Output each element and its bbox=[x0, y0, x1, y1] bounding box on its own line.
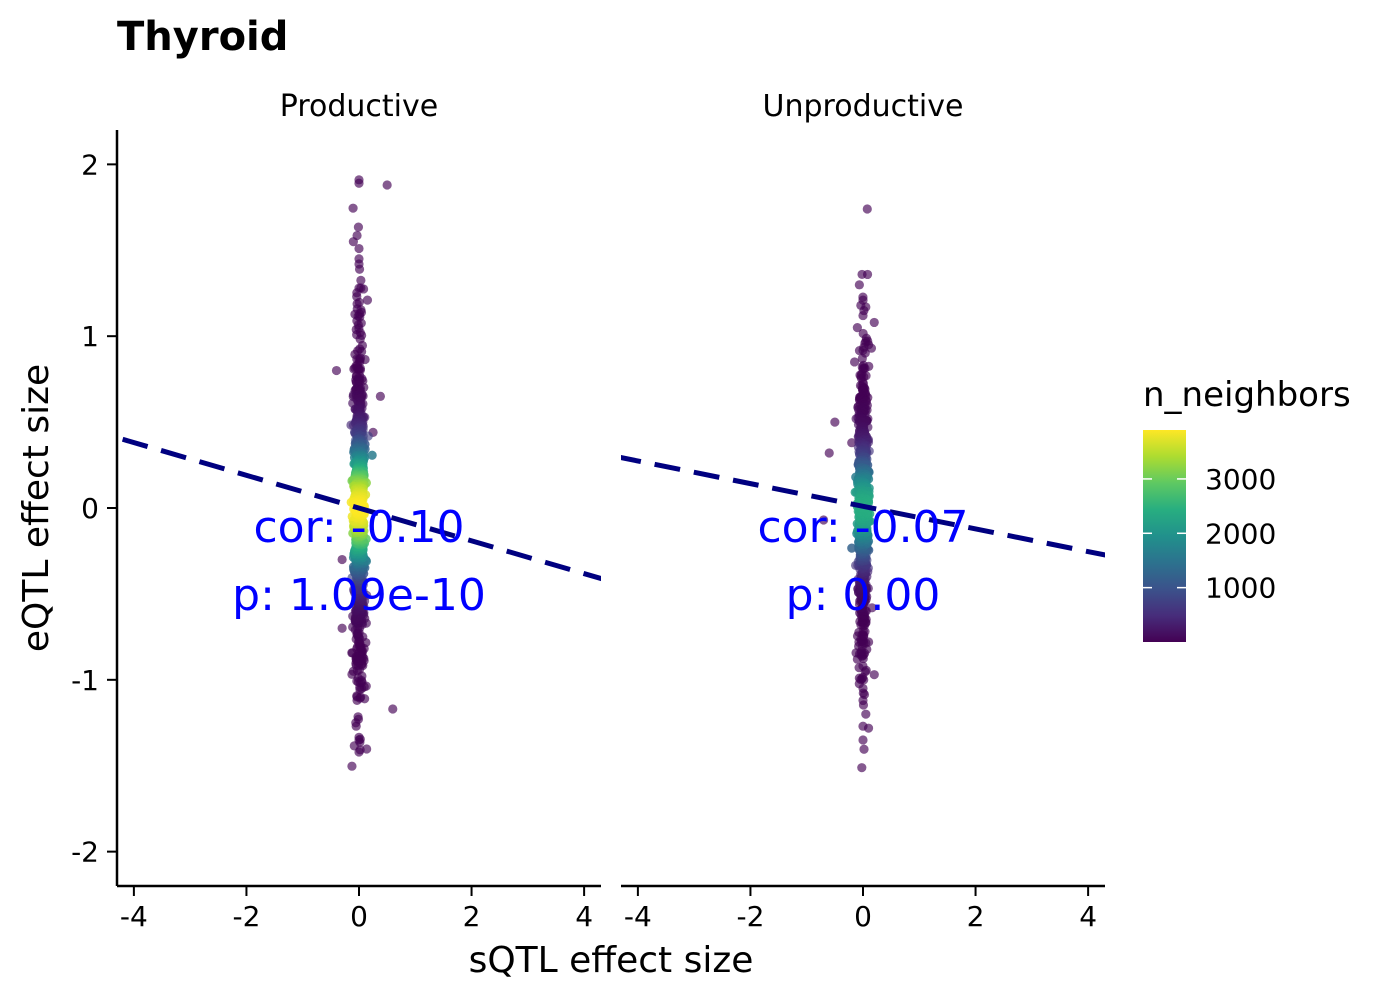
scatter-point bbox=[857, 353, 867, 364]
scatter-point bbox=[354, 732, 364, 742]
scatter-point bbox=[337, 554, 347, 565]
scatter-point bbox=[824, 448, 834, 458]
scatter-point bbox=[353, 222, 364, 232]
scatter-point bbox=[861, 709, 871, 719]
scatter-point bbox=[859, 744, 869, 754]
annotation-cor-unproductive: cor: -0.07 bbox=[757, 502, 968, 553]
scatter-point bbox=[356, 275, 366, 285]
scatter-point bbox=[362, 295, 373, 305]
scatter-point bbox=[849, 357, 860, 367]
panel-unproductive bbox=[621, 204, 1105, 773]
strip-label-productive: Productive bbox=[280, 89, 438, 124]
legend-tick-label: 3000 bbox=[1205, 463, 1276, 496]
y-axis-label: eQTL effect size bbox=[16, 364, 57, 652]
scatter-point bbox=[352, 230, 362, 241]
scatter-point bbox=[858, 688, 868, 698]
scatter-point bbox=[388, 704, 398, 714]
scatter-point bbox=[854, 280, 864, 290]
scatter-point bbox=[852, 322, 862, 333]
x-tick-label: 2 bbox=[967, 900, 985, 933]
scatter-point bbox=[354, 243, 364, 254]
scatter-point bbox=[830, 417, 840, 427]
scatter-point bbox=[847, 438, 857, 448]
x-axis-label: sQTL effect size bbox=[469, 940, 754, 981]
x-tick-label: -2 bbox=[736, 900, 764, 933]
x-tick-label: 0 bbox=[350, 900, 368, 933]
scatter-point bbox=[866, 343, 877, 353]
scatter-point bbox=[347, 761, 357, 771]
scatter-point bbox=[382, 180, 392, 190]
y-tick-label: 2 bbox=[81, 148, 99, 181]
scatter-point bbox=[857, 763, 867, 773]
legend-title: n_neighbors bbox=[1143, 375, 1351, 415]
annotation-cor-productive: cor: -0.10 bbox=[253, 502, 464, 553]
scatter-point bbox=[858, 661, 868, 671]
x-tick-label: 0 bbox=[854, 900, 872, 933]
x-tick-label: -4 bbox=[120, 900, 148, 933]
scatter-point bbox=[348, 203, 358, 213]
scatter-point bbox=[867, 603, 877, 613]
legend-tick-label: 2000 bbox=[1205, 517, 1276, 550]
scatter-point bbox=[337, 623, 347, 633]
scatter-point bbox=[367, 450, 377, 460]
panel-productive bbox=[121, 175, 601, 771]
scatter-point bbox=[375, 391, 385, 401]
scatter-point bbox=[862, 269, 873, 280]
legend-tick-label: 1000 bbox=[1205, 572, 1276, 605]
scatter-point bbox=[858, 292, 868, 302]
y-tick-label: 0 bbox=[81, 492, 99, 525]
scatter-point bbox=[354, 264, 365, 274]
scatter-point bbox=[858, 700, 869, 710]
y-tick-label: -2 bbox=[71, 836, 99, 869]
chart-title: Thyroid bbox=[117, 14, 288, 60]
scatter-point bbox=[331, 365, 342, 376]
annotation-p-unproductive: p: 0.00 bbox=[786, 570, 941, 621]
scatter-point bbox=[859, 305, 869, 316]
scatter-point bbox=[869, 670, 879, 680]
annotation-p-productive: p: 1.09e-10 bbox=[232, 570, 486, 621]
strip-label-unproductive: Unproductive bbox=[763, 89, 964, 124]
scatter-point bbox=[358, 284, 369, 294]
scatter-point bbox=[858, 735, 868, 745]
scatter-point bbox=[847, 543, 857, 553]
scatter-point bbox=[863, 723, 874, 733]
y-tick-label: -1 bbox=[71, 664, 99, 697]
x-tick-label: -2 bbox=[232, 900, 260, 933]
x-tick-label: 2 bbox=[463, 900, 481, 933]
y-tick-label: 1 bbox=[81, 320, 99, 353]
regression-line bbox=[621, 455, 1105, 558]
regression-line bbox=[121, 436, 601, 582]
scatter-point bbox=[869, 317, 879, 328]
scatter-point bbox=[353, 712, 363, 722]
x-tick-label: 4 bbox=[1079, 900, 1097, 933]
scatter-point bbox=[819, 515, 829, 525]
scatter-point bbox=[862, 204, 872, 214]
scatter-point bbox=[354, 178, 364, 188]
x-tick-label: -4 bbox=[624, 900, 652, 933]
scatter-point bbox=[362, 744, 372, 754]
x-tick-label: 4 bbox=[575, 900, 593, 933]
color-legend: n_neighbors 1000 2000 3000 bbox=[1143, 375, 1351, 642]
legend-colorbar bbox=[1143, 430, 1186, 642]
legend-ticks: 1000 2000 3000 bbox=[1143, 463, 1276, 605]
axes: -2 -1 0 1 2 -4 -2 0 2 4 -4 -2 0 2 4 bbox=[71, 130, 1105, 933]
